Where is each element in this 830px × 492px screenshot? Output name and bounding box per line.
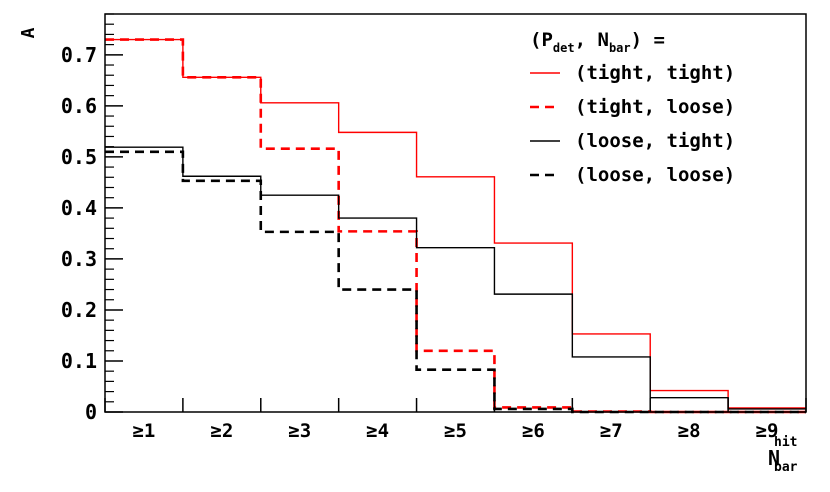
- y-tick-label: 0.2: [61, 298, 97, 322]
- legend-title-open: (: [530, 29, 541, 51]
- legend-title-p: P: [541, 29, 552, 51]
- y-tick-label: 0.4: [61, 196, 97, 220]
- series-line: [105, 38, 806, 409]
- x-tick-label: ≥4: [366, 420, 389, 442]
- y-tick-label: 0: [85, 400, 97, 424]
- legend: (Pdet, Nbar) = (tight, tight) (tight, loo…: [530, 29, 735, 186]
- legend-label: (loose, loose): [575, 164, 735, 186]
- y-tick-label: 0.6: [61, 94, 97, 118]
- series-line: [105, 150, 806, 414]
- x-tick-label: ≥1: [132, 420, 155, 442]
- y-tick-label: 0.3: [61, 247, 97, 271]
- legend-title-n-sub: bar: [609, 41, 631, 55]
- legend-label: (tight, tight): [575, 62, 735, 84]
- legend-title-close: ) =: [631, 29, 665, 51]
- x-tick-label: ≥8: [678, 420, 701, 442]
- legend-title-comma: ,: [575, 29, 598, 51]
- axis-layer: 0 0.1 0.2 0.3 0.4 0.5 0.6 0.7 ≥1 ≥2 ≥3 ≥4 ≥5 ≥6 ≥7 ≥8 ≥9: [61, 13, 807, 442]
- y-tick-label: 0.7: [61, 43, 97, 67]
- legend-label: (tight, loose): [575, 96, 735, 118]
- x-tick-label: ≥9: [756, 420, 779, 442]
- x-axis-label-superscript: hit: [774, 435, 797, 450]
- y-tick-label: 0.5: [61, 145, 97, 169]
- series-line: [105, 146, 806, 410]
- x-axis-label: N: [768, 446, 780, 470]
- x-axis-label-subscript: bar: [774, 460, 798, 475]
- y-axis-label: A: [18, 27, 39, 38]
- x-tick-label: ≥5: [444, 420, 467, 442]
- legend-entries: (tight, tight) (tight, loose) (loose, tigh…: [530, 62, 735, 186]
- legend-label: (loose, tight): [575, 130, 735, 152]
- x-tick-label: ≥6: [522, 420, 545, 442]
- legend-title-p-sub: det: [553, 41, 575, 55]
- legend-title: (Pdet, Nbar) =: [530, 29, 665, 55]
- legend-title-n: N: [597, 29, 608, 51]
- plot-frame: [104, 13, 807, 413]
- x-tick-label: ≥2: [210, 420, 233, 442]
- x-tick-label: ≥7: [600, 420, 623, 442]
- y-tick-label: 0.1: [61, 349, 97, 373]
- x-tick-label: ≥3: [288, 420, 311, 442]
